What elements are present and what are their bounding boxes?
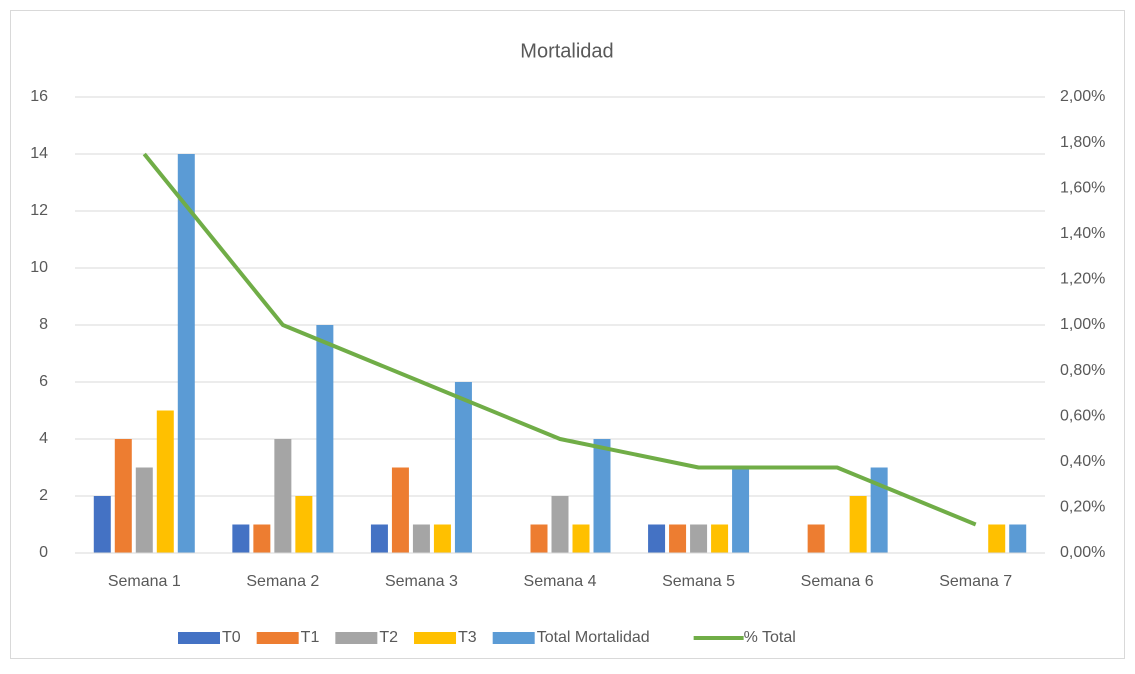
y2-tick-label: 1,60% [1060, 179, 1105, 196]
bar [253, 524, 271, 553]
y-tick-label: 0 [39, 544, 48, 561]
bar [135, 467, 153, 553]
y2-tick-label: 1,80% [1060, 134, 1105, 151]
x-tick-label: Semana 4 [524, 573, 597, 590]
bar [1009, 524, 1027, 553]
bar [93, 496, 111, 553]
x-tick-label: Semana 6 [801, 573, 874, 590]
y-tick-label: 16 [30, 88, 48, 105]
bar [732, 467, 750, 553]
y-tick-label: 10 [30, 259, 48, 276]
bar [454, 382, 472, 553]
legend-swatch [256, 632, 299, 644]
x-tick-label: Semana 1 [108, 573, 181, 590]
bar [690, 524, 708, 553]
legend-label: T3 [458, 629, 477, 646]
legend-label: T1 [301, 629, 320, 646]
y2-tick-label: 2,00% [1060, 88, 1105, 105]
legend-swatch [178, 632, 220, 644]
chart-frame [10, 10, 1125, 659]
bar [114, 439, 132, 553]
bar [530, 524, 548, 553]
bar [391, 467, 409, 553]
bar [177, 154, 195, 553]
y2-tick-label: 1,20% [1060, 271, 1105, 288]
y2-tick-label: 1,40% [1060, 225, 1105, 242]
bar [551, 496, 569, 553]
legend-label: T2 [379, 629, 398, 646]
x-tick-label: Semana 5 [662, 573, 735, 590]
y-tick-label: 14 [30, 145, 48, 162]
x-tick-label: Semana 2 [246, 573, 319, 590]
bar [849, 496, 867, 553]
y-tick-label: 2 [39, 487, 48, 504]
x-tick-label: Semana 7 [939, 573, 1012, 590]
bar [433, 524, 451, 553]
legend-swatch [414, 632, 457, 644]
bar [711, 524, 729, 553]
legend-label: Total Mortalidad [537, 629, 650, 646]
y2-tick-label: 0,80% [1060, 362, 1105, 379]
legend-label: % Total [744, 629, 796, 646]
bar [274, 439, 292, 553]
x-tick-label: Semana 3 [385, 573, 458, 590]
legend-label: T0 [222, 629, 241, 646]
y-tick-label: 12 [30, 202, 48, 219]
bar [669, 524, 687, 553]
y-tick-label: 4 [39, 430, 48, 447]
legend-swatch [335, 632, 378, 644]
chart-title: Mortalidad [520, 40, 613, 62]
y2-tick-label: 0,00% [1060, 544, 1105, 561]
bar [807, 524, 825, 553]
bar [316, 325, 334, 553]
y2-tick-label: 0,20% [1060, 499, 1105, 516]
line-series [142, 152, 977, 527]
bar [295, 496, 313, 553]
y2-tick-label: 0,60% [1060, 407, 1105, 424]
bar [988, 524, 1006, 553]
y2-tick-label: 0,40% [1060, 453, 1105, 470]
bar [156, 410, 174, 553]
bar [370, 524, 388, 553]
y-tick-label: 8 [39, 316, 48, 333]
bar [593, 439, 611, 553]
y-tick-label: 6 [39, 373, 48, 390]
bar [648, 524, 666, 553]
y2-tick-label: 1,00% [1060, 316, 1105, 333]
legend-swatch [492, 632, 535, 644]
bar [870, 467, 888, 553]
bar [232, 524, 250, 553]
bar [572, 524, 590, 553]
bar [412, 524, 430, 553]
